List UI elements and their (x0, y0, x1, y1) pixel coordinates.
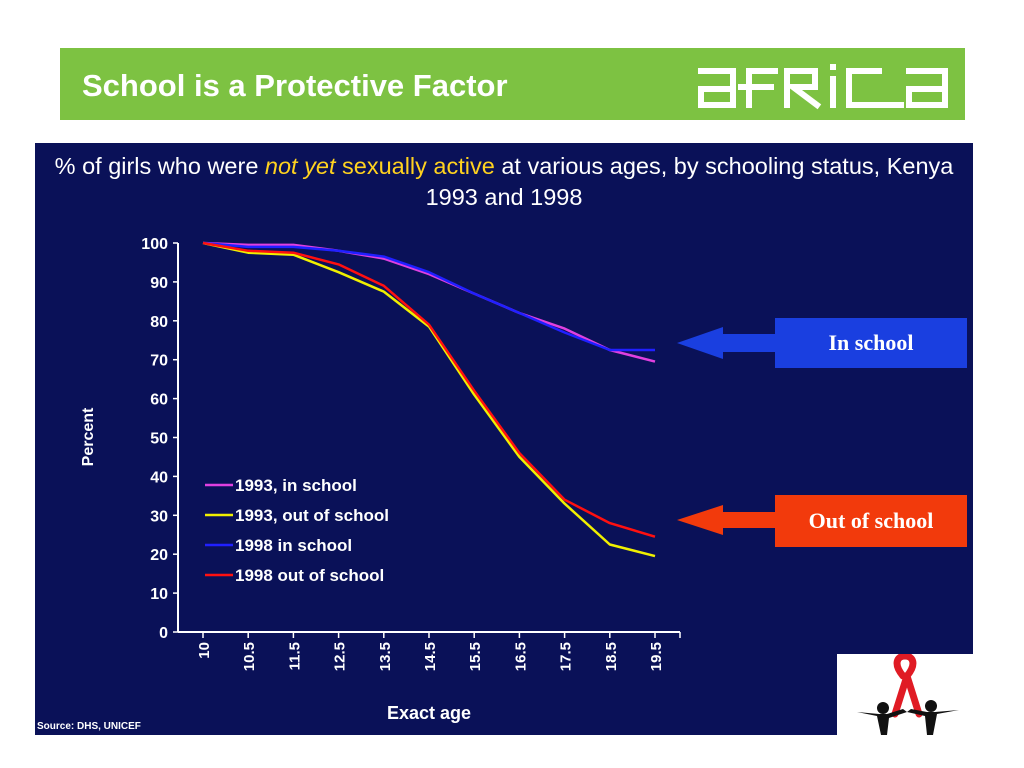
y-tick-label: 80 (150, 314, 168, 331)
y-tick-label: 100 (141, 236, 168, 253)
y-tick-label: 40 (150, 469, 168, 486)
y-tick-label: 10 (150, 586, 168, 603)
aids-ribbon-logo (837, 654, 973, 735)
chart-title: % of girls who were not yet sexually act… (35, 151, 973, 213)
chart-title-part-4: at various ages, by schooling status, Ke… (425, 153, 954, 210)
africa-logo (698, 64, 948, 110)
x-tick-label: 19.5 (648, 642, 665, 671)
x-tick-label: 11.5 (286, 642, 303, 670)
in-school-arrow (677, 327, 775, 359)
page-title: School is a Protective Factor (82, 68, 508, 103)
chart-title-part-1: % of girls who were (54, 153, 265, 179)
x-tick-label: 14.5 (422, 642, 439, 671)
y-tick-label: 20 (150, 547, 168, 564)
chart-slide: % of girls who were not yet sexually act… (35, 143, 973, 735)
y-tick-label: 50 (150, 431, 168, 448)
red-ribbon-icon (891, 654, 923, 718)
x-tick-label: 15.5 (467, 642, 484, 671)
legend-label: 1993, out of school (235, 506, 389, 525)
y-tick-label: 70 (150, 353, 168, 370)
y-tick-label: 60 (150, 392, 168, 409)
legend-label: 1993, in school (235, 476, 357, 495)
series-line-1 (202, 241, 656, 363)
in-school-callout: In school (775, 318, 967, 368)
y-tick-label: 0 (159, 625, 168, 642)
legend-label: 1998 out of school (235, 566, 384, 585)
x-axis-label: Exact age (387, 703, 471, 723)
y-tick-label: 30 (150, 508, 168, 525)
source-note: Source: DHS, UNICEF (37, 721, 141, 732)
x-tick-label: 18.5 (603, 642, 620, 671)
x-tick-label: 16.5 (512, 642, 529, 671)
series-line-3 (202, 241, 655, 352)
chart-title-part-3: sexually active (335, 153, 495, 179)
out-of-school-arrow (677, 505, 775, 535)
x-tick-label: 10.5 (241, 642, 258, 671)
y-axis-label: Percent (80, 407, 97, 466)
x-tick-label: 17.5 (558, 642, 575, 671)
header-bar: School is a Protective Factor (60, 48, 965, 120)
out-of-school-callout: Out of school (775, 495, 967, 547)
chart-title-part-2: not yet (264, 153, 336, 179)
x-tick-label: 10 (196, 642, 213, 659)
legend-label: 1998 in school (235, 536, 352, 555)
x-tick-label: 12.5 (332, 642, 349, 671)
line-chart: 0 10 20 30 40 50 60 70 80 90 100 10 10.5 11.5 12.5 13.5… (80, 236, 775, 723)
people-silhouette-icon (857, 700, 959, 735)
y-tick-label: 90 (150, 275, 168, 292)
series-line-4 (202, 241, 656, 538)
x-tick-label: 13.5 (377, 642, 394, 671)
